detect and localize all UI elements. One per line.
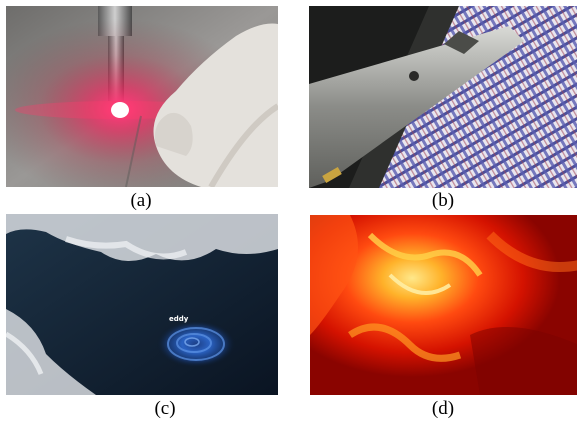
satellite-ocean-eddy: eddy: [6, 214, 278, 395]
caption-d: (d): [431, 398, 455, 419]
caption-a: (a): [130, 190, 152, 211]
photo-tool-on-fabric: [309, 6, 577, 188]
photo-laser-glove: [6, 6, 278, 187]
caption-c: (c): [154, 398, 176, 419]
eddy-label: eddy: [169, 315, 189, 323]
caption-b: (b): [431, 190, 455, 211]
solar-flare-image: [310, 215, 577, 395]
